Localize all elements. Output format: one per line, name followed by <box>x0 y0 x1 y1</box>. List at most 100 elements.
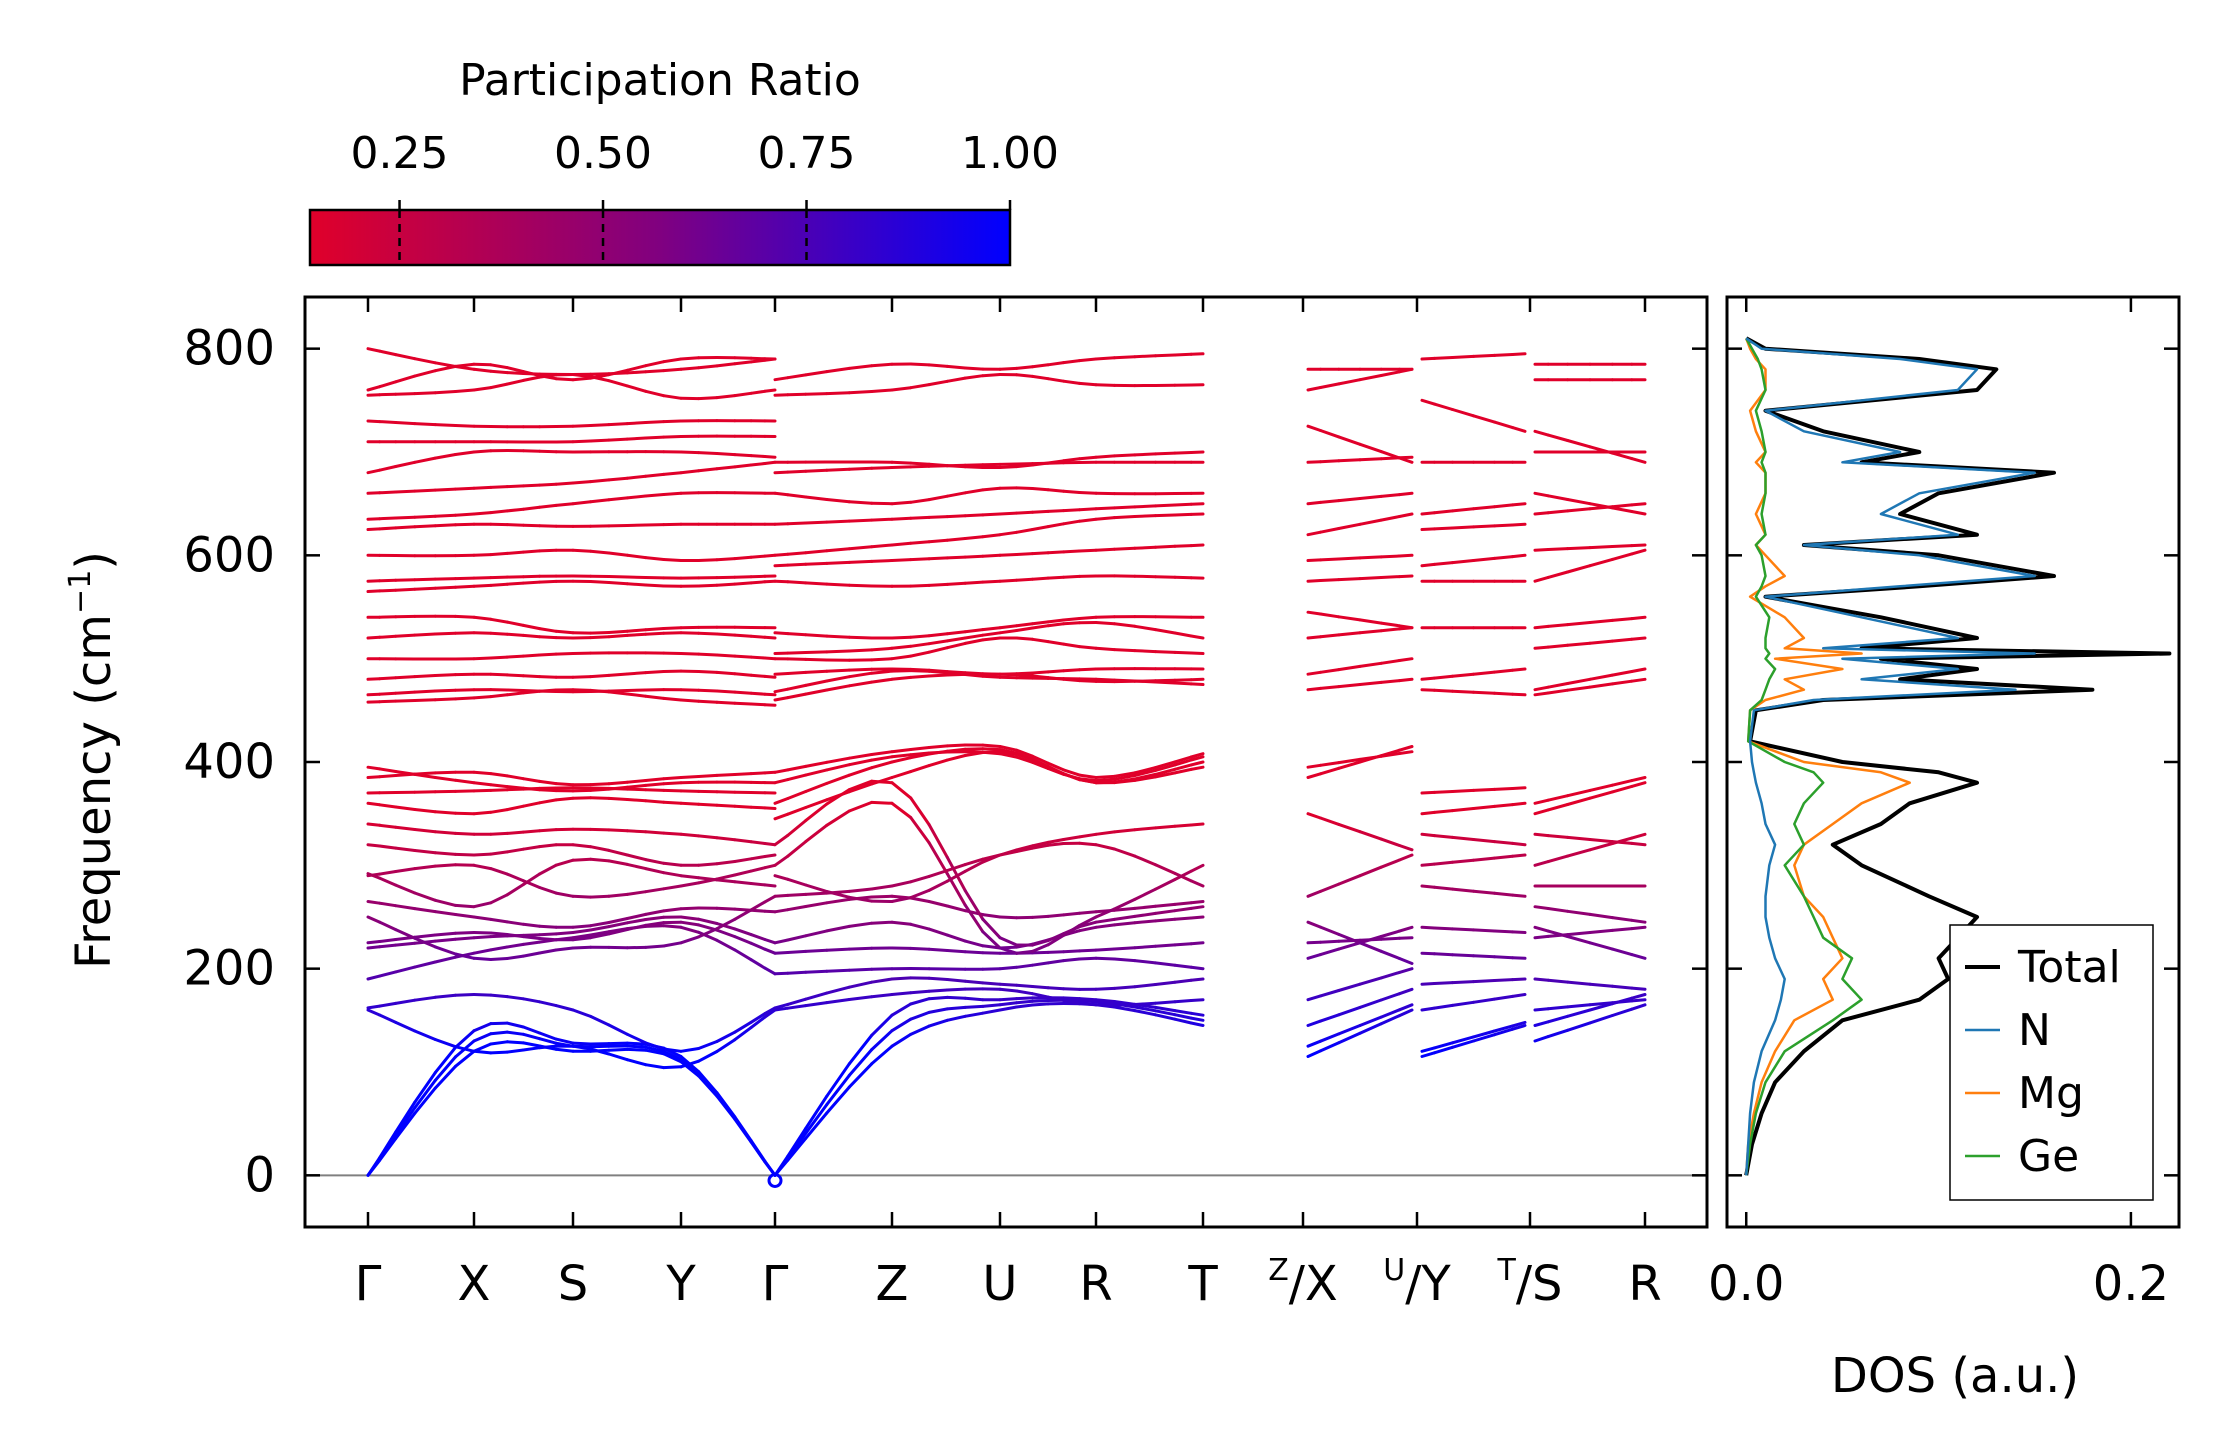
band-segment <box>1472 928 1496 933</box>
band-segment <box>1630 781 1647 788</box>
band-segment <box>1094 356 1116 361</box>
band-segment <box>538 828 558 833</box>
band-segment <box>763 553 777 558</box>
band-segment <box>870 776 894 786</box>
band-segment <box>773 938 790 945</box>
band-segment <box>945 995 967 1000</box>
band-segment <box>1306 460 1322 464</box>
band-segment <box>1319 633 1341 639</box>
band-segment <box>1173 916 1193 921</box>
band-segment <box>1493 978 1515 982</box>
band-segment <box>489 582 509 587</box>
band-segment <box>1154 353 1177 358</box>
band-segment <box>1173 942 1193 947</box>
band-segment <box>1015 999 1034 1005</box>
band-segment <box>1511 853 1527 858</box>
band-segment <box>1306 424 1322 432</box>
band-segment <box>1046 550 1066 555</box>
band-segment <box>607 928 629 936</box>
band-segment <box>505 933 525 939</box>
band-segment <box>1588 502 1614 510</box>
band-segment <box>521 633 542 639</box>
band-segment <box>749 1012 767 1024</box>
band-segment <box>1566 788 1592 798</box>
band-segment <box>472 781 493 787</box>
band-segment <box>1588 941 1614 951</box>
band-segment <box>773 393 790 397</box>
band-segment <box>1610 947 1634 957</box>
band-segment <box>927 823 949 859</box>
band-segment <box>1133 679 1157 684</box>
band-segment <box>1337 1024 1362 1036</box>
band-segment <box>733 948 753 962</box>
band-segment <box>847 980 874 989</box>
band-segment <box>927 494 949 502</box>
band-segment <box>786 562 808 567</box>
band-segment <box>847 518 874 523</box>
band-segment <box>825 1073 851 1107</box>
band-segment <box>998 366 1019 371</box>
band-segment <box>1630 667 1647 673</box>
band-segment <box>644 799 666 804</box>
band-segment <box>1432 952 1454 957</box>
band-segment <box>927 639 949 646</box>
band-segment <box>589 580 611 584</box>
band-segment <box>538 482 558 487</box>
band-segment <box>909 997 931 1006</box>
band-segment <box>981 631 1002 637</box>
band-segment <box>963 366 985 371</box>
band-segment <box>505 366 525 374</box>
band-segment <box>1154 1005 1177 1013</box>
band-segment <box>1319 527 1341 534</box>
band-segment <box>1062 642 1081 649</box>
band-segment <box>1094 547 1116 552</box>
band-segment <box>1154 909 1177 915</box>
band-segment <box>433 513 457 518</box>
band-segment <box>1566 848 1592 858</box>
band-segment <box>890 516 913 521</box>
band-segment <box>1031 757 1050 769</box>
band-segment <box>1062 508 1081 513</box>
band-segment <box>521 829 542 834</box>
band-segment <box>554 1047 575 1053</box>
band-segment <box>1133 766 1157 775</box>
dos-curve-mg <box>1744 337 1911 1176</box>
band-segment <box>589 1014 611 1027</box>
band-segment <box>1379 837 1401 847</box>
band-segment <box>662 394 683 400</box>
band-segment <box>538 788 558 793</box>
band-segment <box>1078 517 1098 523</box>
band-segment <box>378 803 398 809</box>
band-segment <box>1015 486 1034 490</box>
band-segment <box>1432 809 1454 814</box>
band-segment <box>763 460 777 465</box>
band-segment <box>1133 944 1157 950</box>
band-segment <box>909 583 931 588</box>
band-segment <box>733 869 753 877</box>
band-segment <box>1588 928 1614 934</box>
colorbar-tick-label: 0.25 <box>351 128 449 179</box>
band-segment <box>998 624 1019 630</box>
band-segment <box>749 941 767 951</box>
band-segment <box>1094 774 1116 779</box>
band-segment <box>998 848 1019 857</box>
band-segment <box>521 997 542 1004</box>
band-segment <box>625 628 648 633</box>
band-segment <box>454 1045 476 1053</box>
band-segment <box>1078 832 1098 839</box>
band-segment <box>804 392 829 396</box>
band-segment <box>1610 984 1634 990</box>
band-segment <box>749 908 767 913</box>
band-segment <box>538 798 558 805</box>
band-segment <box>1566 980 1592 986</box>
band-segment <box>1493 787 1515 791</box>
band-segment <box>1358 661 1383 668</box>
band-segment <box>773 833 790 847</box>
band-segment <box>825 391 851 396</box>
band-segment <box>1432 402 1454 411</box>
band-segment <box>644 887 666 894</box>
band-segment <box>1031 999 1050 1003</box>
band-segment <box>1398 750 1414 755</box>
k-point-label-main: /S <box>1516 1256 1563 1312</box>
band-segment <box>786 657 808 661</box>
